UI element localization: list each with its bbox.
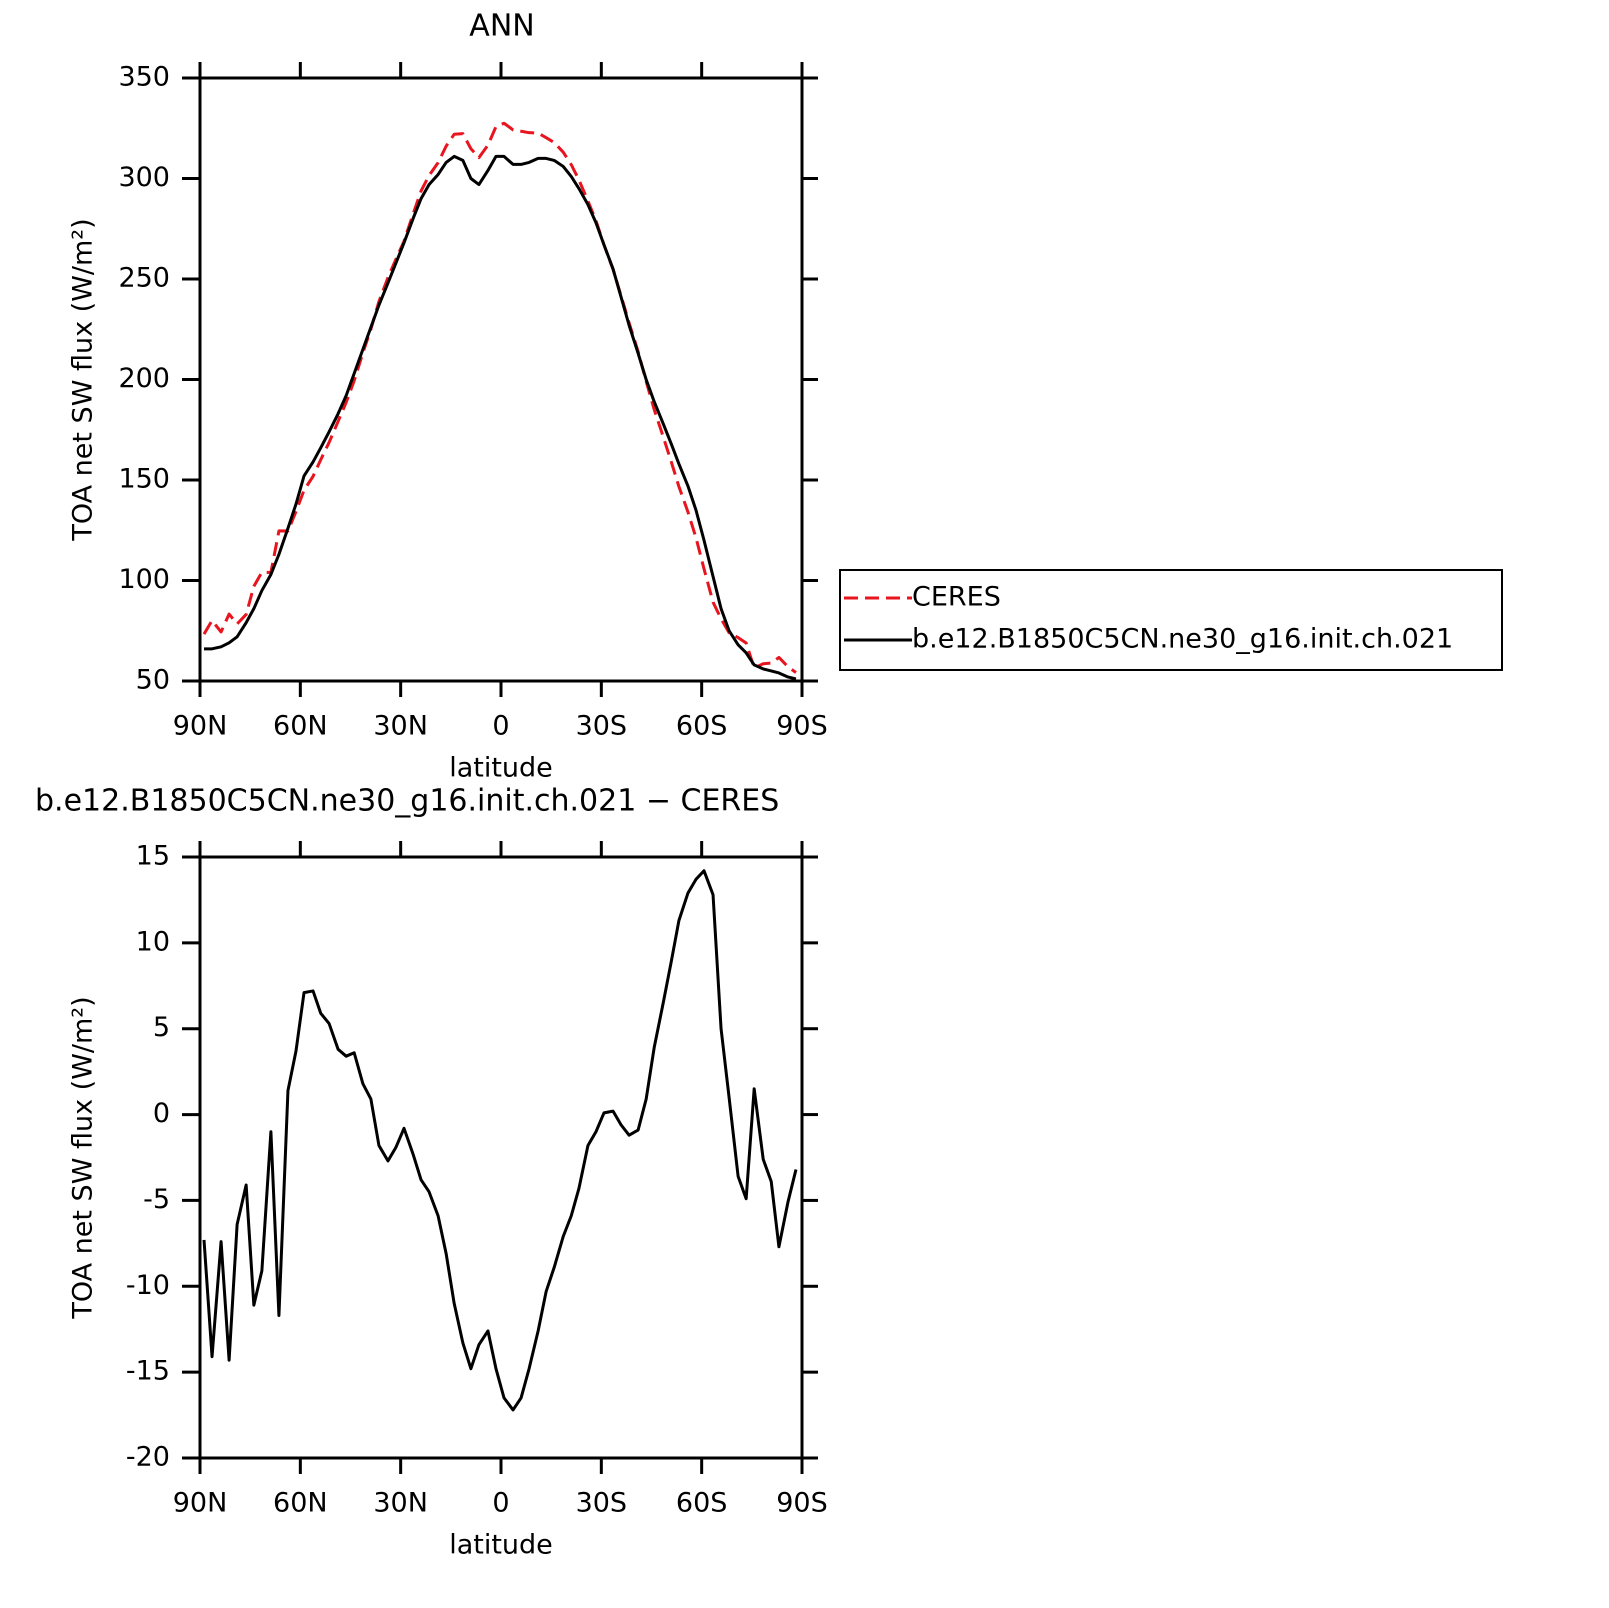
y-tick-label: 10 [136, 926, 170, 957]
chart-title: b.e12.B1850C5CN.ne30_g16.init.ch.021 − C… [35, 784, 779, 819]
y-tick-label: 250 [118, 263, 170, 294]
y-tick-label: 15 [136, 841, 170, 872]
x-tick-label: 30N [373, 711, 428, 742]
y-tick-label: 5 [153, 1012, 170, 1043]
y-tick-label: 300 [118, 162, 170, 193]
chart-title: ANN [469, 9, 534, 44]
plot-frame [198, 855, 804, 1460]
x-tick-label: 0 [492, 711, 509, 742]
legend-box [839, 569, 1503, 671]
x-tick-label: 60S [676, 711, 728, 742]
y-tick-label: 50 [136, 665, 170, 696]
y-axis-label: TOA net SW flux (W/m²) [68, 996, 99, 1319]
x-tick-label: 90S [776, 711, 828, 742]
x-tick-label: 60N [273, 1488, 328, 1519]
x-tick-label: 30N [373, 1488, 428, 1519]
x-tick-label: 30S [576, 711, 628, 742]
legend-label: b.e12.B1850C5CN.ne30_g16.init.ch.021 [912, 624, 1453, 655]
x-tick-label: 90N [173, 711, 228, 742]
x-tick-label: 60N [273, 711, 328, 742]
x-tick-label: 30S [576, 1488, 628, 1519]
x-axis-label: latitude [449, 753, 553, 784]
data-line [202, 121, 797, 674]
y-tick-label: -5 [143, 1184, 170, 1215]
y-tick-label: 150 [118, 464, 170, 495]
x-tick-label: 90S [776, 1488, 828, 1519]
x-tick-label: 90N [173, 1488, 228, 1519]
x-tick-label: 60S [676, 1488, 728, 1519]
plot-frame [198, 76, 804, 683]
data-line [202, 869, 798, 1412]
y-tick-label: 0 [153, 1098, 170, 1129]
y-tick-label: -10 [126, 1270, 170, 1301]
y-tick-label: 350 [118, 62, 170, 93]
y-tick-label: -20 [126, 1442, 170, 1473]
plot: b.e12.B1850C5CN.ne30_g16.init.ch.021 − C… [35, 784, 828, 1561]
data-line [204, 154, 797, 681]
legend-label: CERES [912, 582, 1001, 613]
y-tick-label: 200 [118, 363, 170, 394]
y-axis-label: TOA net SW flux (W/m²) [68, 218, 99, 541]
y-tick-label: -15 [126, 1356, 170, 1387]
x-tick-label: 0 [492, 1488, 509, 1519]
plot: ANN latitude TOA net SW flux (W/m²) 50 100 15… [68, 9, 1503, 784]
x-axis-label: latitude [449, 1530, 553, 1561]
y-tick-label: 100 [118, 564, 170, 595]
